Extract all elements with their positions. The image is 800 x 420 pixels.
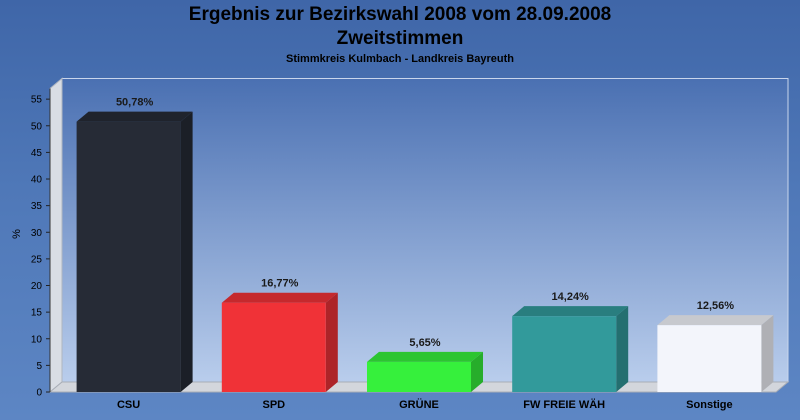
y-tick-label: 30 — [31, 228, 43, 239]
chart-title-line2: Zweitstimmen — [336, 28, 464, 49]
y-tick-label: 45 — [31, 148, 43, 159]
bar — [76, 121, 181, 392]
bar-top — [657, 315, 774, 326]
x-tick-label: CSU — [117, 399, 140, 411]
x-tick-label: FW FREIE WÄH — [523, 398, 605, 411]
bar-top — [76, 111, 193, 122]
x-tick-label: GRÜNE — [399, 398, 439, 411]
y-tick-label: 20 — [31, 281, 43, 292]
bar-top — [512, 306, 629, 317]
chart-title: Ergebnis zur Bezirkswahl 2008 vom 28.09.… — [188, 4, 612, 25]
plot-left-wall — [49, 77, 63, 394]
bar — [367, 361, 471, 392]
data-label: 14,24% — [552, 291, 590, 303]
y-tick-label: 50 — [31, 121, 43, 132]
bar-side — [471, 351, 483, 392]
x-tick-label: SPD — [262, 399, 285, 411]
y-tick-label: 55 — [31, 95, 43, 106]
chart-subtitle: Stimmkreis Kulmbach - Landkreis Bayreuth — [285, 53, 514, 65]
bar — [657, 325, 762, 392]
y-tick-label: 35 — [31, 201, 43, 212]
y-tick-label: 0 — [36, 388, 42, 399]
y-axis-title: % — [11, 229, 23, 239]
y-tick-label: 40 — [31, 175, 43, 186]
y-tick-label: 5 — [36, 361, 42, 372]
bar — [512, 316, 617, 392]
bar-top — [221, 292, 338, 303]
data-label: 12,56% — [697, 300, 735, 312]
bar — [221, 302, 326, 392]
y-tick-label: 10 — [31, 334, 43, 345]
data-label: 16,77% — [261, 278, 299, 290]
data-label: 5,65% — [409, 337, 440, 349]
x-tick-label: Sonstige — [686, 399, 732, 411]
bar-side — [325, 292, 338, 392]
bar-side — [616, 306, 629, 392]
bar-side — [180, 111, 193, 392]
y-tick-label: 15 — [31, 308, 43, 319]
y-tick-label: 25 — [31, 254, 43, 265]
data-label: 50,78% — [116, 97, 154, 109]
bar-top — [367, 351, 483, 362]
bar-side — [761, 315, 774, 392]
